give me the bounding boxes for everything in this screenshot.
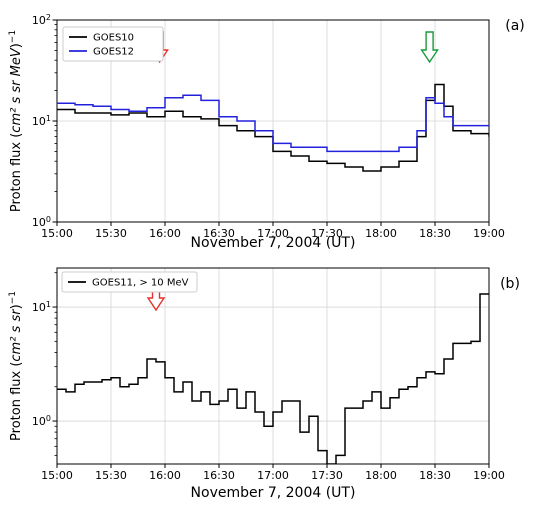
panel-a-y-tick-exp: 1 (46, 114, 51, 123)
panel-b-label: (b) (500, 276, 520, 292)
panel-a-y-tick-label: 102 (32, 13, 51, 28)
panel-a-x-tick-label: 16:00 (149, 227, 181, 240)
panel-b-y-axis-label: Proton flux (cm² s sr)−1 (8, 291, 24, 441)
panel-b-y-label-main: Proton flux ( (9, 362, 24, 441)
panel-a-x-tick-label: 17:30 (311, 227, 343, 240)
panel-a-y-tick-label: 100 (32, 215, 51, 230)
panel-b: 15:00 15:30 16:00 16:30 17:00 17:30 18:00 18:30… (8, 267, 520, 501)
panel-a-x-tick-label: 15:30 (95, 227, 127, 240)
panel-a-legend-box (62, 26, 164, 62)
panel-b-x-tick-label: 19:00 (473, 469, 505, 482)
panel-a-x-axis-label: November 7, 2004 (UT) (191, 235, 356, 251)
panel-b-y-tick-label: 100 (32, 414, 51, 429)
panel-a-series-line-2 (57, 94, 489, 153)
panel-a-y-tick-base: 10 (32, 216, 46, 229)
panel-a-y-axis-label: Proton flux (cm² s sr MeV)−1 (8, 30, 24, 212)
panel-b-x-tick-label: 17:00 (257, 469, 289, 482)
panel-b-x-axis-label: November 7, 2004 (UT) (191, 485, 356, 501)
panel-a-y-label-unit: cm² s sr MeV (9, 47, 24, 133)
panel-a-y-label-main: Proton flux ( (9, 133, 24, 212)
panel-a-x-tick-label: 15:00 (41, 227, 73, 240)
panel-b-grid (56, 268, 490, 464)
panel-a-legend: GOES10 GOES12 (62, 26, 164, 62)
panel-b-y-tick-exp: 1 (46, 300, 51, 309)
panel-b-x-tick-label: 17:30 (311, 469, 343, 482)
panel-a-y-tick-base: 10 (32, 14, 46, 27)
panel-b-series (57, 293, 489, 464)
panel-b-x-tick-label: 18:00 (365, 469, 397, 482)
panel-b-legend-box (61, 271, 198, 293)
panel-b-y-label-close: ) (9, 304, 24, 309)
panel-b-y-tick-base: 10 (32, 301, 46, 314)
panel-b-x-ticks: 15:00 15:30 16:00 16:30 17:00 17:30 18:00 18:30… (41, 464, 505, 482)
panel-a-y-tick-base: 10 (32, 115, 46, 128)
panel-b-x-tick-label: 16:30 (203, 469, 235, 482)
panel-b-x-tick-label: 18:30 (419, 469, 451, 482)
panel-a: 15:00 15:30 16:00 16:30 17:00 17:30 18:00 18:30… (8, 13, 525, 252)
panel-b-y-tick-label: 101 (32, 300, 51, 315)
panel-a-x-tick-label: 18:00 (365, 227, 397, 240)
panel-a-annotation-arrow-2 (420, 31, 439, 64)
panel-b-legend: GOES11, > 10 MeV (61, 271, 198, 293)
panel-a-legend-label: GOES10 (93, 33, 134, 44)
panel-b-series-line-1 (57, 293, 489, 464)
panel-a-x-tick-label: 19:00 (473, 227, 505, 240)
panel-a-x-tick-label: 16:30 (203, 227, 235, 240)
panel-a-x-ticks: 15:00 15:30 16:00 16:30 17:00 17:30 18:00 18:30… (41, 222, 505, 240)
panel-b-x-tick-label: 16:00 (149, 469, 181, 482)
panel-a-label: (a) (505, 18, 525, 34)
panel-a-y-tick-exp: 2 (46, 13, 51, 22)
panel-b-y-label-exp: −1 (8, 291, 18, 304)
panel-a-y-label-exp: −1 (8, 30, 18, 43)
panel-b-y-label-unit: cm² s sr (9, 308, 24, 362)
panel-a-series (57, 83, 489, 172)
panel-a-y-label-close: ) (9, 43, 24, 48)
panel-a-legend-label: GOES12 (93, 47, 134, 58)
panel-a-y-tick-exp: 0 (46, 215, 51, 224)
panel-a-arrows (150, 31, 439, 64)
panel-b-legend-label: GOES11, > 10 MeV (92, 278, 189, 289)
panel-b-y-tick-exp: 0 (46, 414, 51, 423)
panel-b-y-tick-base: 10 (32, 415, 46, 428)
panel-a-x-tick-label: 17:00 (257, 227, 289, 240)
panel-b-x-tick-label: 15:30 (95, 469, 127, 482)
panel-a-x-tick-label: 18:30 (419, 227, 451, 240)
panel-a-y-tick-label: 101 (32, 114, 51, 129)
panel-a-series-line-1 (57, 83, 489, 172)
panel-b-x-tick-label: 15:00 (41, 469, 73, 482)
